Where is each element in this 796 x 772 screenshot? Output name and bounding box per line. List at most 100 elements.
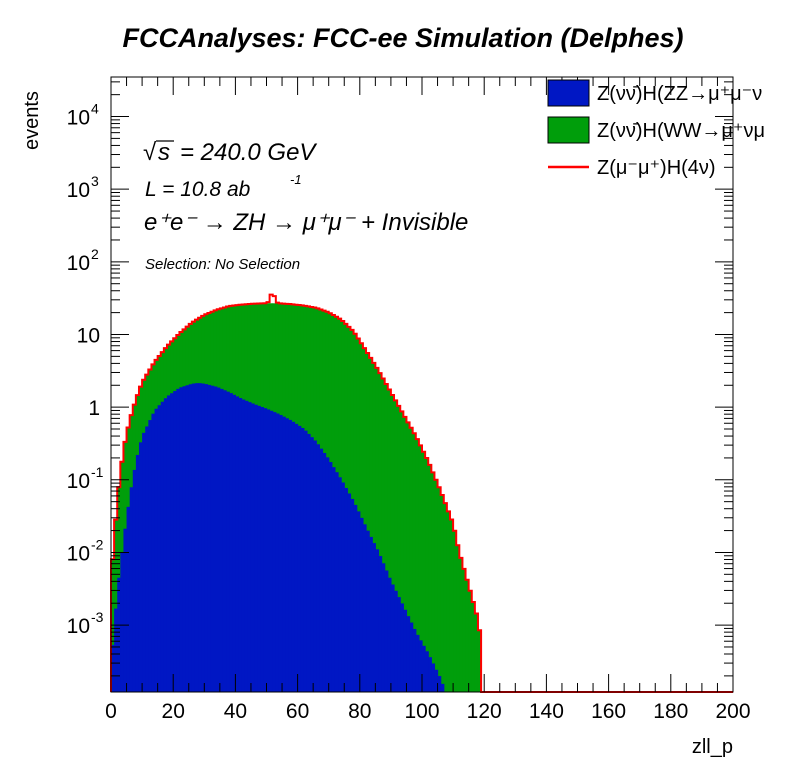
hist-bin <box>185 385 190 692</box>
hist-bin <box>328 462 333 692</box>
sqrt-symbol: √ <box>143 139 157 166</box>
hist-bin <box>418 445 423 692</box>
annotation-selection: Selection: No Selection <box>145 256 300 273</box>
hist-bin <box>425 651 429 692</box>
hist-bin <box>201 383 205 692</box>
hist-bin <box>114 608 118 692</box>
hist-bin <box>384 570 389 692</box>
hist-bin <box>213 386 218 692</box>
hist-bin <box>157 405 162 692</box>
hist-bin <box>269 410 274 692</box>
x-tick-label: 200 <box>715 700 750 723</box>
hist-bin <box>369 357 373 692</box>
y-tick-label: 10 3 <box>67 173 99 202</box>
x-tick-label: 80 <box>348 700 371 723</box>
hist-bin <box>170 393 174 692</box>
tick-layer <box>110 77 734 692</box>
hist-bin <box>387 577 392 692</box>
y-tick-exponent: -3 <box>91 609 104 625</box>
y-tick-exponent: -2 <box>91 536 104 552</box>
plot-area <box>110 76 734 693</box>
hist-bin <box>316 444 320 692</box>
hist-bin <box>474 613 479 692</box>
x-tick-label: 60 <box>286 700 309 723</box>
sqrt-s-value: = 240.0 GeV <box>180 139 317 166</box>
hist-bin <box>176 388 181 692</box>
hist-bin <box>394 400 398 692</box>
hist-bin <box>194 383 199 692</box>
x-tick-labels: 0 20 40 60 80 100 120 140 160 180 200 <box>105 700 750 723</box>
hist-bin <box>412 433 417 692</box>
hist-bin <box>191 383 196 692</box>
hist-bin <box>359 517 364 692</box>
hist-bin <box>434 669 439 692</box>
hist-bin <box>446 511 451 692</box>
hist-bin <box>132 469 137 692</box>
legend-entry: Z(νν̄)H(WW→μ⁺νμ <box>547 116 765 144</box>
x-tick-label: 100 <box>404 700 439 723</box>
hist-bin <box>400 603 404 692</box>
hist-bin <box>151 413 156 692</box>
hist-bin <box>350 498 355 692</box>
hist-bin <box>114 519 118 692</box>
hist-bin <box>166 395 171 692</box>
hist-bin <box>353 504 358 692</box>
hist-bin <box>459 557 464 692</box>
hist-bin <box>437 487 442 692</box>
hist-bin <box>431 472 436 692</box>
hist-bin <box>216 387 221 692</box>
hist-bin <box>129 487 134 692</box>
hist-bin <box>409 622 414 692</box>
hist-bin <box>257 405 261 692</box>
hist-bin <box>403 609 408 692</box>
hist-bin <box>372 362 376 692</box>
y-tick-base: 10 <box>67 252 90 275</box>
hist-bin <box>188 384 193 692</box>
annotation-lumi: L = 10.8 ab -1 <box>145 172 302 201</box>
hist-bin <box>381 563 386 692</box>
hist-bin <box>235 396 240 692</box>
hist-bin <box>294 423 299 692</box>
hist-bin <box>375 367 380 692</box>
hist-bin <box>179 387 184 692</box>
y-tick-label: 10 2 <box>67 246 99 275</box>
annotation-process: e⁺e⁻ → ZH → μ⁺μ⁻ + Invisible <box>144 209 468 236</box>
y-tick-label: 10 -2 <box>67 536 104 565</box>
hist-bin <box>477 630 482 692</box>
y-tick-base: 10 <box>77 324 100 347</box>
hist-bin <box>465 579 470 692</box>
hist-bin <box>272 412 277 692</box>
hist-bin <box>160 401 165 692</box>
hist-bin <box>409 427 414 692</box>
hist-bin <box>338 477 342 692</box>
hist-bin <box>397 405 401 692</box>
x-tick-label: 160 <box>591 700 626 723</box>
hist-bin <box>400 411 404 692</box>
hist-bin <box>387 389 392 692</box>
legend-entry: Z(μ⁻μ⁺)H(4ν) <box>548 157 716 179</box>
hist-bin <box>443 503 448 692</box>
hist-bin <box>238 398 243 692</box>
hist-bin <box>449 519 454 692</box>
y-tick-base: 10 <box>67 542 90 565</box>
hist-bin <box>154 408 159 692</box>
y-tick-label: 10 -3 <box>67 609 104 638</box>
hist-bin <box>422 451 426 692</box>
hist-bin <box>390 394 395 692</box>
hist-bin <box>303 430 308 692</box>
hist-bin <box>428 657 432 692</box>
hist-bin <box>468 590 473 692</box>
x-tick-label: 40 <box>224 700 247 723</box>
hist-bin <box>453 530 457 692</box>
y-tick-label: 10 4 <box>67 101 99 130</box>
y-axis-label: events <box>21 91 43 150</box>
hist-bin <box>322 453 327 692</box>
hist-bin <box>331 467 336 692</box>
y-tick-base: 1 <box>88 397 100 420</box>
hist-bin <box>226 391 230 692</box>
x-axis-label: zll_p <box>692 736 733 758</box>
x-tick-label: 20 <box>162 700 185 723</box>
hist-bin <box>300 427 305 692</box>
hist-bin <box>260 407 264 692</box>
